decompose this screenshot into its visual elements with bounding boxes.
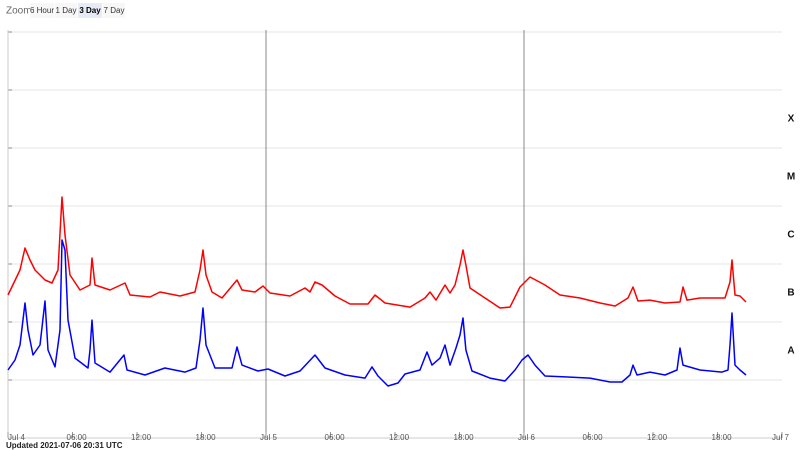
flux-line: [7, 196, 747, 309]
zoom-button-label[interactable]: 6 Hour: [30, 6, 54, 15]
zoom-button[interactable]: [55, 3, 77, 18]
x-tick-label: 18:00: [196, 433, 217, 442]
footer: Updated 2021-07-06 20:31 UTC: [6, 441, 123, 450]
flux-class-label: A: [787, 346, 794, 357]
x-tick-label: 06:00: [67, 433, 88, 442]
x-tick-label: Jul 5: [260, 433, 277, 442]
x-tick-label: 12:00: [389, 433, 410, 442]
zoom-button[interactable]: [103, 3, 125, 18]
zoom-button[interactable]: [78, 3, 102, 18]
x-tick-label: 12:00: [131, 433, 152, 442]
zoom-button[interactable]: [30, 3, 54, 18]
x-tick-label: 06:00: [583, 433, 604, 442]
x-tick-label: Jul 7: [772, 433, 789, 442]
zoom-label: Zoom: [6, 6, 32, 17]
zoom-button-label[interactable]: 7 Day: [104, 6, 125, 15]
zoom-button-label[interactable]: 3 Day: [79, 6, 101, 15]
x-tick-label: Jul 4: [8, 433, 25, 442]
flux-class-label: M: [787, 172, 795, 183]
flux-class-label: B: [787, 288, 794, 299]
plot-area: [8, 30, 782, 438]
flux-class-label: C: [787, 230, 794, 241]
x-tick-label: 18:00: [712, 433, 733, 442]
zoom-button-label[interactable]: 1 Day: [56, 6, 77, 15]
flux-class-label: X: [788, 114, 795, 125]
x-tick-label: 18:00: [454, 433, 475, 442]
x-tick-label: 06:00: [325, 433, 346, 442]
flux-line: [7, 239, 747, 387]
x-tick-label: 12:00: [647, 433, 668, 442]
x-tick-label: Jul 6: [518, 433, 535, 442]
